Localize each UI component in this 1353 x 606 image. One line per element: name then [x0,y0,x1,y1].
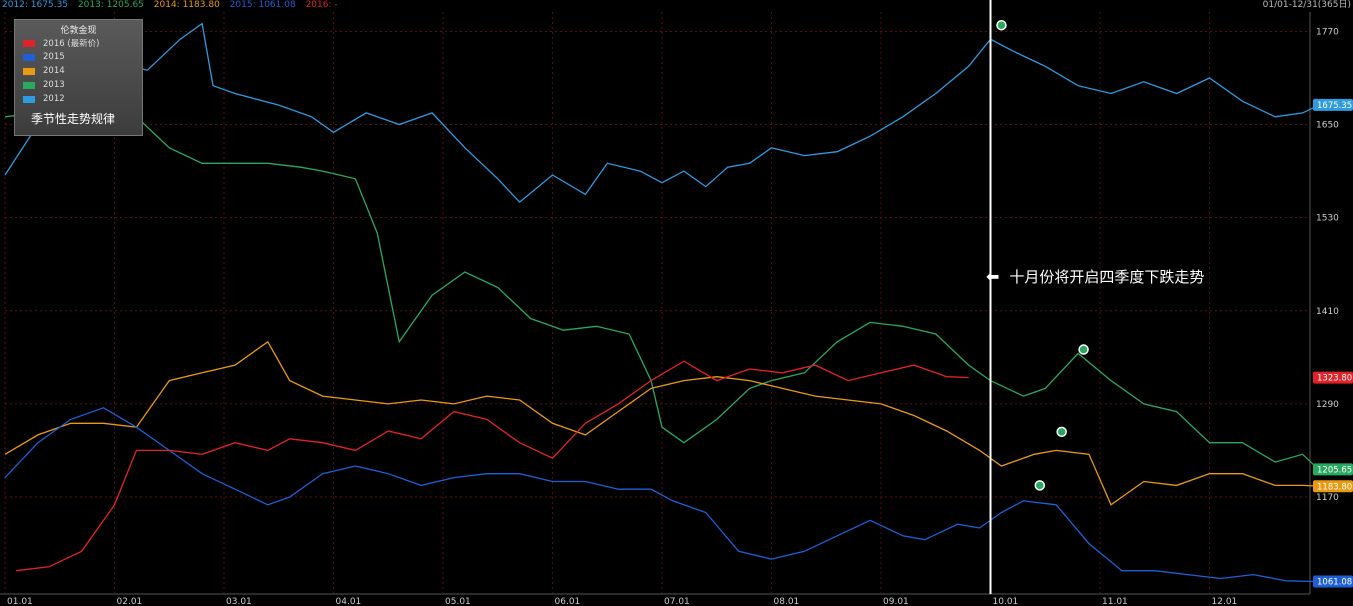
legend-panel[interactable]: 伦敦金现 2016 (最新价) 2015 2014 2013 2012 季节性走… [14,19,143,136]
legend-label: 2015 [43,52,65,62]
extreme-point-marker [1056,426,1067,438]
extreme-point-marker [996,19,1007,31]
last-value-tag [1313,575,1353,588]
legend-note: 季节性走势规律 [31,112,116,126]
swatch-2015 [23,53,35,61]
last-value-tag [1313,371,1353,384]
y-tick-label: 1410 [1316,307,1339,317]
y-tick-label: 1650 [1316,121,1339,131]
y-tick-label: 1530 [1316,214,1339,224]
y-tick-label: 1770 [1316,27,1339,37]
x-tick-label: 10.01 [993,597,1019,606]
x-tick-label: 01.01 [7,597,33,606]
legend-label: 2012 [43,94,65,104]
x-tick-label: 12.01 [1212,597,1238,606]
y-tick-label: 1170 [1316,493,1339,503]
last-value-text: 1205.65 [1317,465,1352,475]
last-value-tag [1313,480,1353,493]
legend-label: 2013 [43,80,65,90]
legend-item[interactable]: 2013 [23,78,142,92]
last-value-tag [1313,463,1353,476]
extreme-point-marker [1078,344,1089,355]
series-line-2012 [4,22,1320,203]
last-value-text: 1675.35 [1317,101,1352,111]
y-tick-label: 1290 [1316,400,1339,410]
x-tick-label: 02.01 [117,597,143,606]
legend-title: 伦敦金现 [60,26,97,36]
x-tick-label: 11.01 [1102,597,1128,606]
legend-item[interactable]: 2016 (最新价) [23,36,142,50]
swatch-2012 [23,95,35,103]
legend-item[interactable]: 2012 [23,92,142,106]
x-tick-label: 09.01 [883,597,909,606]
x-tick-label: 07.01 [664,597,690,606]
arrow-left-icon: ⬅ [986,267,1000,286]
last-value-tag [1313,98,1353,111]
last-value-text: 1061.08 [1317,578,1352,588]
series-line-2016 [15,360,969,572]
legend-label: 2016 (最新价) [43,39,100,49]
legend-label: 2014 [43,66,65,76]
legend-item[interactable]: 2014 [23,64,142,78]
readout-2012: 2012: 1675.35 [2,0,69,10]
swatch-2013 [23,81,35,89]
x-tick-label: 03.01 [226,597,252,606]
series-readout-bar: 2012: 1675.35 2013: 1205.65 2014: 1183.8… [2,0,345,11]
annotation: ⬅ 十月份将开启四季度下跌走势 [986,266,1204,287]
swatch-2016 [23,39,35,47]
readout-2013: 2013: 1205.65 [77,0,144,10]
readout-2016: 2016: - [305,0,338,10]
last-value-text: 1183.80 [1317,482,1352,492]
x-tick-label: 05.01 [445,597,471,606]
readout-2014: 2014: 1183.80 [153,0,220,10]
series-line-2013 [4,108,1320,471]
last-value-text: 1323.80 [1317,374,1352,384]
legend-item[interactable]: 2015 [23,50,142,64]
date-range: 01/01-12/31(365日) [1262,0,1351,10]
series-line-2015 [4,407,1320,583]
annotation-text: 十月份将开启四季度下跌走势 [1009,268,1205,286]
swatch-2014 [23,67,35,75]
x-tick-label: 04.01 [336,597,362,606]
x-tick-label: 08.01 [774,597,800,606]
extreme-point-marker [1034,480,1046,491]
x-tick-label: 06.01 [555,597,581,606]
readout-2015: 2015: 1061.08 [229,0,296,10]
series-line-2014 [4,340,1320,506]
